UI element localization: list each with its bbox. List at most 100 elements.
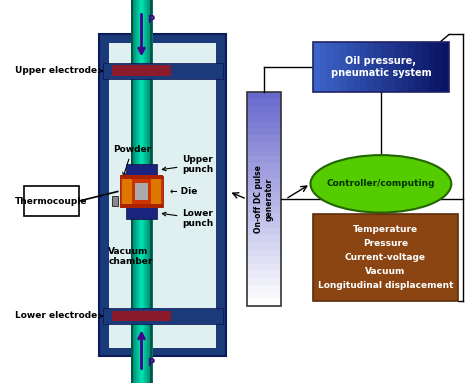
Bar (247, 213, 281, 221)
Bar (141, 0, 142, 383)
Bar (327, 42, 334, 92)
Bar (148, 0, 149, 383)
Bar (388, 42, 395, 92)
Bar (143, 0, 144, 383)
Bar (112, 65, 171, 76)
Bar (247, 106, 281, 113)
Bar (138, 0, 140, 383)
Text: Lower electrode: Lower electrode (15, 311, 103, 321)
Bar (145, 0, 146, 383)
Bar (247, 185, 281, 192)
Bar (99, 34, 227, 356)
Bar (131, 0, 133, 383)
Bar (247, 199, 281, 206)
Bar (120, 204, 163, 208)
Bar (247, 113, 281, 121)
Bar (247, 234, 281, 242)
Text: Powder: Powder (113, 145, 151, 176)
Text: P: P (147, 15, 154, 25)
Bar (422, 42, 429, 92)
Bar (340, 42, 347, 92)
Bar (394, 42, 402, 92)
Bar (428, 42, 436, 92)
Bar (247, 120, 281, 128)
Bar (136, 205, 147, 209)
Bar (139, 0, 140, 383)
Bar (149, 0, 150, 383)
Bar (247, 256, 281, 264)
Text: Temperature
Pressure
Current-voltage
Vacuum
Longitudinal displacement: Temperature Pressure Current-voltage Vac… (318, 225, 453, 290)
Bar (135, 0, 136, 383)
Bar (347, 42, 354, 92)
Bar (151, 178, 161, 205)
Bar (144, 0, 145, 383)
Bar (247, 163, 281, 170)
Bar (103, 63, 223, 79)
Bar (247, 192, 281, 199)
Bar (132, 0, 133, 383)
Bar (247, 92, 281, 306)
Bar (247, 228, 281, 235)
Bar (247, 156, 281, 164)
Bar (135, 183, 148, 200)
Bar (247, 249, 281, 256)
Bar (109, 43, 217, 348)
Bar (134, 0, 135, 383)
Bar (401, 42, 409, 92)
Bar (152, 0, 153, 383)
Text: Upper electrode: Upper electrode (15, 66, 103, 75)
Text: P: P (147, 358, 154, 368)
Bar (313, 42, 449, 92)
Bar (247, 149, 281, 156)
Bar (408, 42, 415, 92)
Bar (126, 207, 157, 219)
Bar (145, 0, 146, 383)
Text: Upper
punch: Upper punch (162, 155, 214, 174)
Bar (247, 220, 281, 228)
Bar (247, 292, 281, 299)
Bar (374, 42, 382, 92)
Bar (147, 0, 148, 383)
Bar (247, 299, 281, 306)
Bar (319, 42, 327, 92)
Bar (120, 176, 163, 207)
Text: Vacuum
chamber: Vacuum chamber (109, 247, 153, 266)
Bar (103, 308, 223, 324)
Bar (140, 0, 141, 383)
Bar (24, 186, 79, 216)
Text: Oil pressure,
pneumatic system: Oil pressure, pneumatic system (330, 56, 431, 78)
Bar (137, 0, 138, 383)
Bar (151, 0, 152, 383)
Text: Controller/computing: Controller/computing (327, 179, 435, 188)
Bar (247, 170, 281, 178)
Bar (112, 311, 171, 321)
Bar (146, 0, 148, 383)
Text: Thermocouple: Thermocouple (15, 196, 88, 206)
Bar (381, 42, 388, 92)
Bar (360, 42, 368, 92)
Bar (112, 196, 118, 206)
Bar (367, 42, 374, 92)
Bar (247, 242, 281, 249)
Bar (150, 0, 153, 383)
Bar (436, 42, 443, 92)
Bar (136, 0, 137, 383)
Bar (247, 270, 281, 278)
Bar (442, 42, 449, 92)
Bar (138, 0, 139, 383)
Bar (122, 178, 132, 205)
Bar (131, 0, 132, 383)
Bar (354, 42, 361, 92)
Bar (247, 277, 281, 285)
Bar (247, 285, 281, 292)
Bar (333, 42, 340, 92)
Bar (133, 0, 134, 383)
Text: On-off DC pulse
generator: On-off DC pulse generator (254, 165, 273, 233)
Bar (313, 42, 320, 92)
Bar (247, 134, 281, 142)
Bar (131, 0, 133, 383)
Bar (146, 0, 147, 383)
Bar (247, 127, 281, 135)
Bar (247, 92, 281, 99)
Bar (134, 0, 136, 383)
